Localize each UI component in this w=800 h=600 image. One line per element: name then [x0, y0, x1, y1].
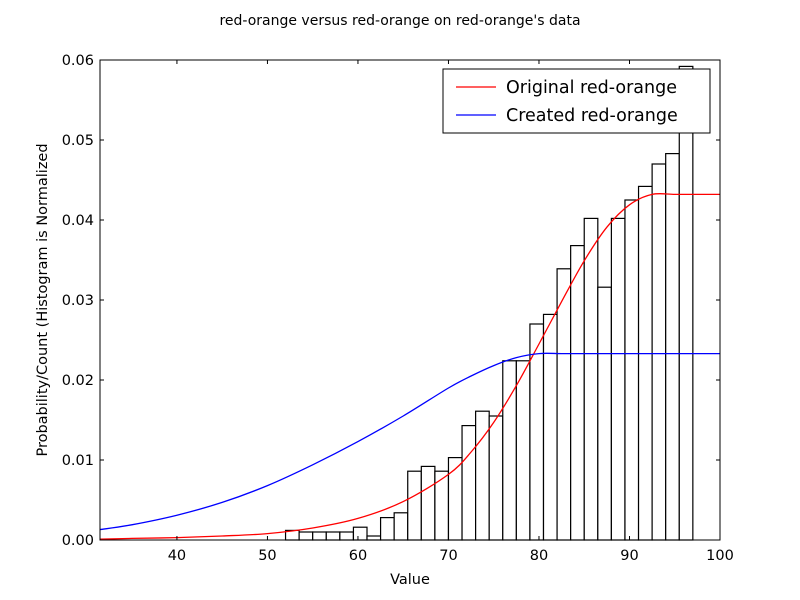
- histogram-bar: [556, 268, 572, 541]
- legend-label: Created red-orange: [506, 106, 678, 126]
- histogram-bar: [393, 512, 409, 541]
- histogram-bars: [284, 65, 694, 541]
- y-tick-label: 0.05: [62, 133, 94, 149]
- histogram-bar: [597, 286, 612, 541]
- histogram-bar: [407, 470, 422, 541]
- histogram-bar: [434, 470, 450, 541]
- y-tick-label: 0.00: [62, 533, 94, 549]
- histogram-bar: [461, 425, 477, 541]
- histogram-bar: [624, 199, 640, 541]
- legend-box: [442, 68, 711, 134]
- legend: Original red-orange Created red-orange: [442, 68, 711, 134]
- x-tick-label: 80: [530, 548, 548, 564]
- x-tick-label: 70: [439, 548, 457, 564]
- histogram-bar: [678, 65, 694, 541]
- y-tick-label: 0.01: [62, 453, 94, 469]
- x-tick-label: 50: [258, 548, 276, 564]
- histogram-bar: [447, 457, 463, 541]
- histogram-bar: [570, 245, 585, 541]
- series-line-2: [99, 352, 720, 531]
- y-tick-label: 0.06: [62, 53, 94, 69]
- series-lines: [99, 192, 720, 540]
- histogram-bar: [325, 531, 341, 541]
- x-tick-label: 90: [620, 548, 638, 564]
- histogram-bar: [352, 526, 368, 541]
- chart-title: red-orange versus red-orange on red-oran…: [219, 13, 580, 29]
- histogram-bar: [651, 163, 667, 541]
- x-tick-label: 100: [706, 548, 734, 564]
- histogram-bar: [379, 516, 395, 541]
- y-axis-label: Probability/Count (Histogram is Normaliz…: [35, 143, 51, 456]
- y-tick-label: 0.04: [62, 213, 94, 229]
- x-tick-label: 60: [349, 548, 367, 564]
- histogram-bar: [366, 535, 382, 541]
- y-tick-label: 0.03: [62, 293, 94, 309]
- histogram-bar: [475, 410, 490, 541]
- histogram-bar: [583, 217, 599, 541]
- y-axis: 0.00 0.01 0.02 0.03 0.04 0.05 0.06: [62, 53, 720, 549]
- histogram-bar: [515, 360, 531, 541]
- x-axis: 40 50 60 70 80 90 100: [168, 60, 734, 564]
- x-axis-label: Value: [390, 572, 430, 588]
- histogram-bar: [502, 360, 517, 541]
- histogram-bar: [542, 313, 558, 541]
- histogram-bar: [665, 153, 680, 541]
- histogram-bar: [312, 531, 327, 541]
- histogram-bar: [488, 415, 504, 541]
- y-tick-label: 0.02: [62, 373, 94, 389]
- histogram-bar: [298, 531, 314, 541]
- histogram-bar: [339, 531, 355, 541]
- series-line-1: [99, 192, 720, 540]
- x-tick-label: 40: [168, 548, 186, 564]
- histogram-bar: [637, 185, 653, 541]
- histogram-bar: [610, 217, 626, 541]
- histogram-bar: [420, 465, 436, 541]
- legend-label: Original red-orange: [506, 78, 677, 98]
